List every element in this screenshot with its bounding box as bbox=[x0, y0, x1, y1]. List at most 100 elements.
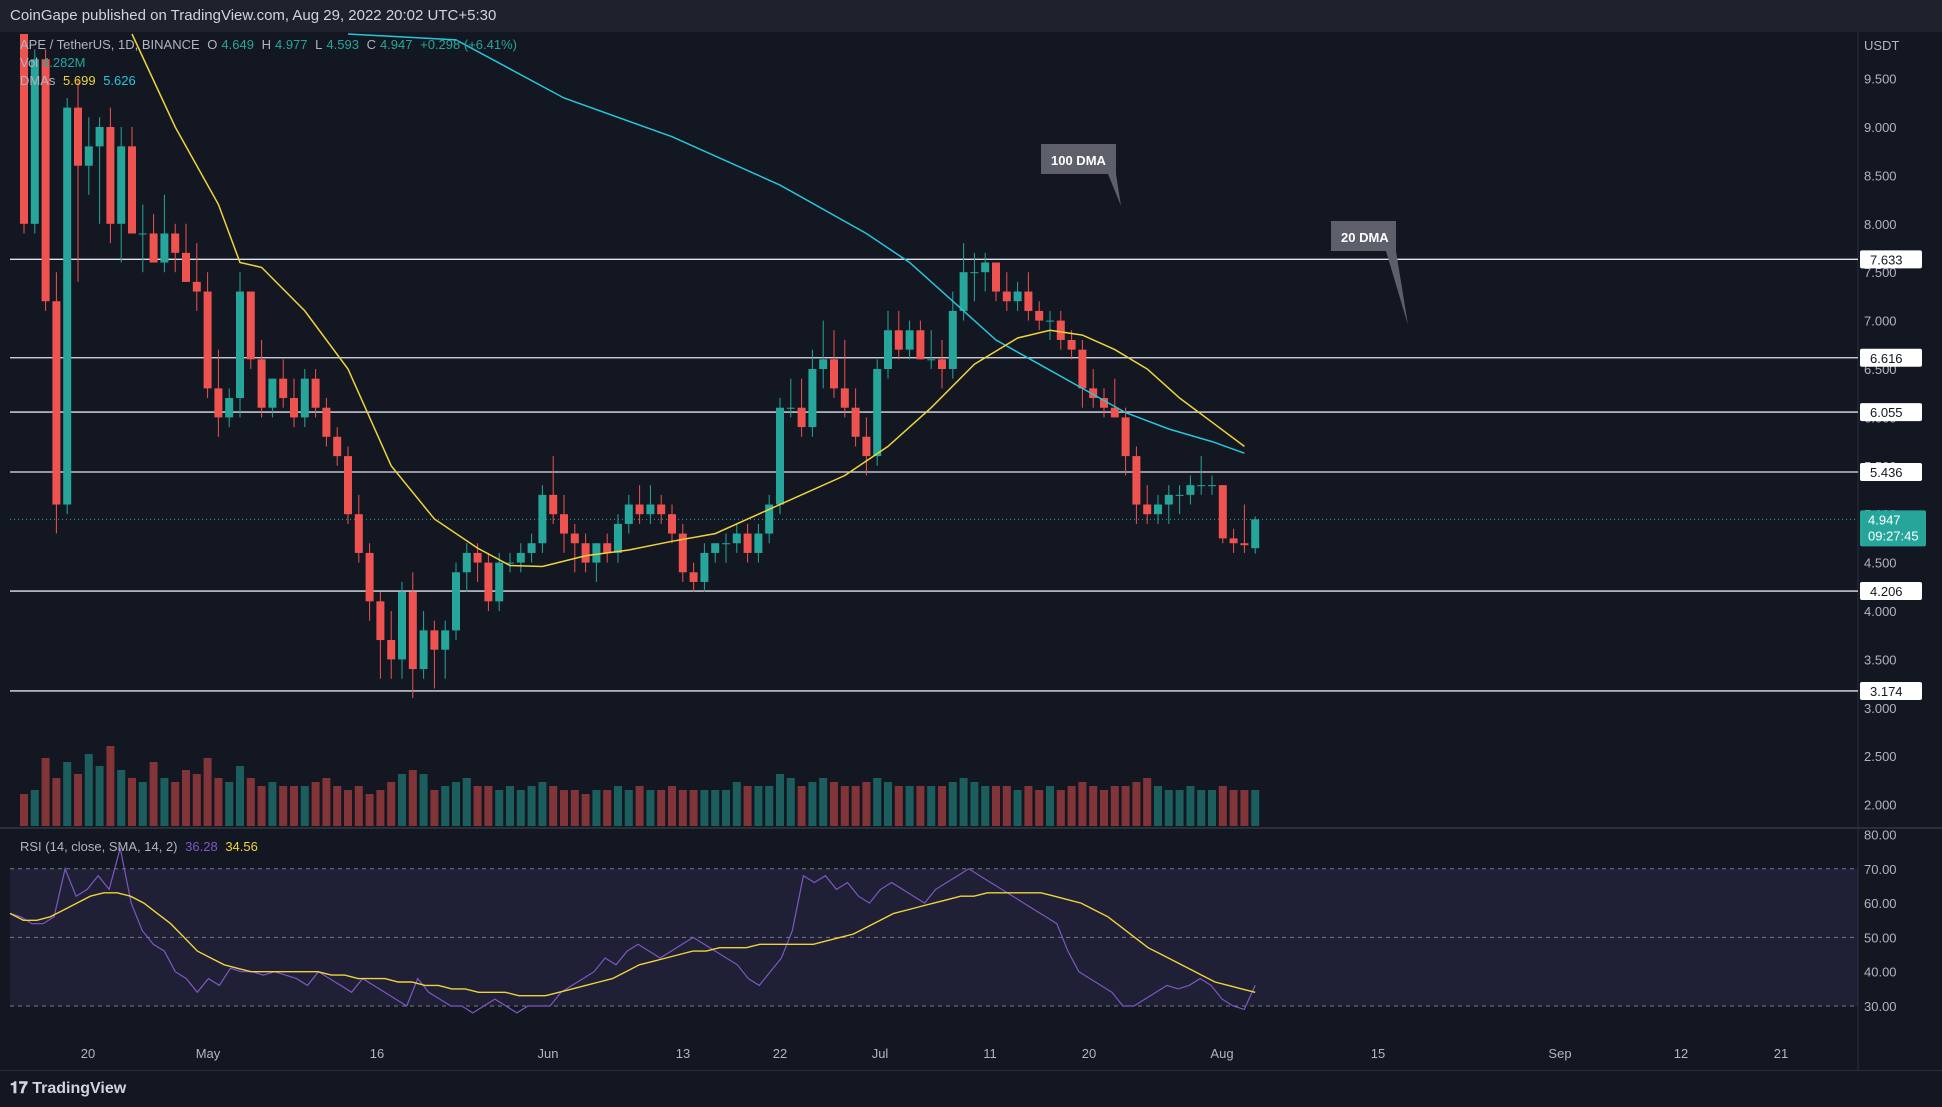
candle-body bbox=[1208, 485, 1216, 487]
volume-bar bbox=[527, 786, 536, 826]
candle-body bbox=[41, 59, 50, 302]
volume-bar bbox=[1046, 786, 1054, 826]
candle-body bbox=[1218, 485, 1227, 539]
volume-bar bbox=[430, 790, 439, 826]
candle-body bbox=[203, 291, 212, 389]
volume-bar bbox=[203, 758, 212, 826]
x-tick-label: Aug bbox=[1210, 1046, 1233, 1061]
volume-bar bbox=[214, 778, 223, 826]
volume-bar bbox=[646, 790, 655, 826]
dma-20-value: 5.699 bbox=[63, 73, 96, 88]
volume-bar bbox=[668, 786, 676, 826]
volume-bar bbox=[236, 766, 244, 826]
volume-bar bbox=[1143, 778, 1152, 826]
volume-bar bbox=[1013, 790, 1022, 826]
price-tick-label: 9.500 bbox=[1864, 72, 1897, 87]
volume-bar bbox=[376, 790, 385, 826]
candle-body bbox=[430, 630, 439, 650]
current-price-tag bbox=[1860, 510, 1926, 547]
candle-body bbox=[916, 330, 925, 360]
volume-bar bbox=[171, 782, 180, 826]
volume-bar bbox=[1240, 790, 1249, 826]
low-label: L bbox=[315, 37, 323, 52]
candle-body bbox=[1186, 485, 1195, 495]
level-tag bbox=[1860, 462, 1922, 481]
rsi-line bbox=[9, 848, 1256, 1014]
volume-bar bbox=[1067, 786, 1076, 826]
dma-100-value: 5.626 bbox=[103, 73, 136, 88]
volume-bar bbox=[1078, 782, 1087, 826]
volume-bar bbox=[722, 790, 730, 826]
candle-body bbox=[819, 359, 828, 369]
candle-body bbox=[1143, 504, 1152, 515]
tradingview-logo[interactable]: 𝟏𝟕 TradingView bbox=[10, 1080, 126, 1098]
x-tick-label: 16 bbox=[370, 1046, 384, 1061]
candle-body bbox=[387, 640, 396, 660]
price-chart[interactable]: USDT9.5009.0008.5008.0007.5007.0006.5006… bbox=[0, 0, 1942, 1070]
volume-bar bbox=[819, 778, 828, 826]
candle-body bbox=[538, 494, 547, 544]
candle-body bbox=[279, 378, 288, 399]
volume-bar bbox=[959, 778, 968, 826]
candle-body bbox=[246, 291, 255, 360]
candle-body bbox=[851, 407, 860, 437]
candle-body bbox=[1110, 407, 1119, 418]
volume-bar bbox=[905, 786, 914, 826]
high-value: 4.977 bbox=[274, 37, 308, 52]
x-tick-label: 20 bbox=[1082, 1046, 1096, 1061]
candle-body bbox=[290, 398, 298, 418]
volume-legend: Vol 4.282M bbox=[20, 55, 89, 70]
price-tick-label: 7.500 bbox=[1864, 265, 1897, 280]
candle-body bbox=[689, 572, 698, 582]
candle-body bbox=[268, 378, 277, 408]
candle-body bbox=[106, 127, 115, 224]
volume-bar bbox=[581, 794, 590, 826]
close-value: 4.947 bbox=[379, 37, 413, 52]
countdown-label: 09:27:45 bbox=[1868, 528, 1919, 543]
volume-bar bbox=[1197, 790, 1206, 826]
vol-label: Vol bbox=[20, 55, 39, 70]
candle-body bbox=[171, 233, 180, 253]
volume-bar bbox=[1229, 790, 1238, 826]
candle-body bbox=[603, 543, 612, 553]
candle-body bbox=[52, 301, 61, 505]
currency-label: USDT bbox=[1864, 38, 1899, 53]
volume-bar bbox=[776, 774, 784, 826]
volume-bar bbox=[225, 782, 234, 826]
callout-20-dma-label: 20 DMA bbox=[1341, 230, 1389, 245]
candle-body bbox=[1154, 504, 1162, 515]
candle-body bbox=[862, 436, 871, 457]
x-tick-label: 12 bbox=[1674, 1046, 1688, 1061]
candle-body bbox=[30, 59, 39, 224]
volume-bar bbox=[149, 762, 158, 826]
volume-bar bbox=[452, 782, 460, 826]
candle-body bbox=[1251, 519, 1260, 549]
tv-icon: 𝟏𝟕 bbox=[10, 1080, 33, 1097]
volume-bar bbox=[398, 774, 406, 826]
candle-body bbox=[786, 407, 795, 409]
volume-bar bbox=[1164, 790, 1173, 826]
candle-body bbox=[1078, 349, 1087, 389]
candle-body bbox=[311, 378, 320, 408]
candle-body bbox=[808, 369, 817, 428]
candle-body bbox=[84, 146, 93, 166]
x-tick-label: Sep bbox=[1548, 1046, 1571, 1061]
high-label: H bbox=[261, 37, 271, 52]
candle-body bbox=[74, 107, 82, 166]
volume-bar bbox=[30, 790, 39, 826]
candle-body bbox=[192, 281, 201, 292]
candle-body bbox=[981, 262, 990, 273]
callout-20-dma bbox=[1331, 221, 1408, 325]
level-tag-label: 4.206 bbox=[1870, 584, 1903, 599]
change-value: +0.298 (+6.41%) bbox=[420, 37, 517, 52]
candle-body bbox=[117, 146, 126, 224]
candle-body bbox=[63, 107, 72, 505]
publish-text: CoinGape published on TradingView.com, A… bbox=[10, 7, 497, 24]
candle-body bbox=[138, 233, 147, 235]
volume-bar bbox=[138, 782, 147, 826]
x-tick-label: Jul bbox=[872, 1046, 889, 1061]
volume-bar bbox=[408, 770, 417, 826]
candle-body bbox=[873, 369, 882, 457]
x-tick-label: 15 bbox=[1371, 1046, 1385, 1061]
volume-bar bbox=[1110, 786, 1119, 826]
